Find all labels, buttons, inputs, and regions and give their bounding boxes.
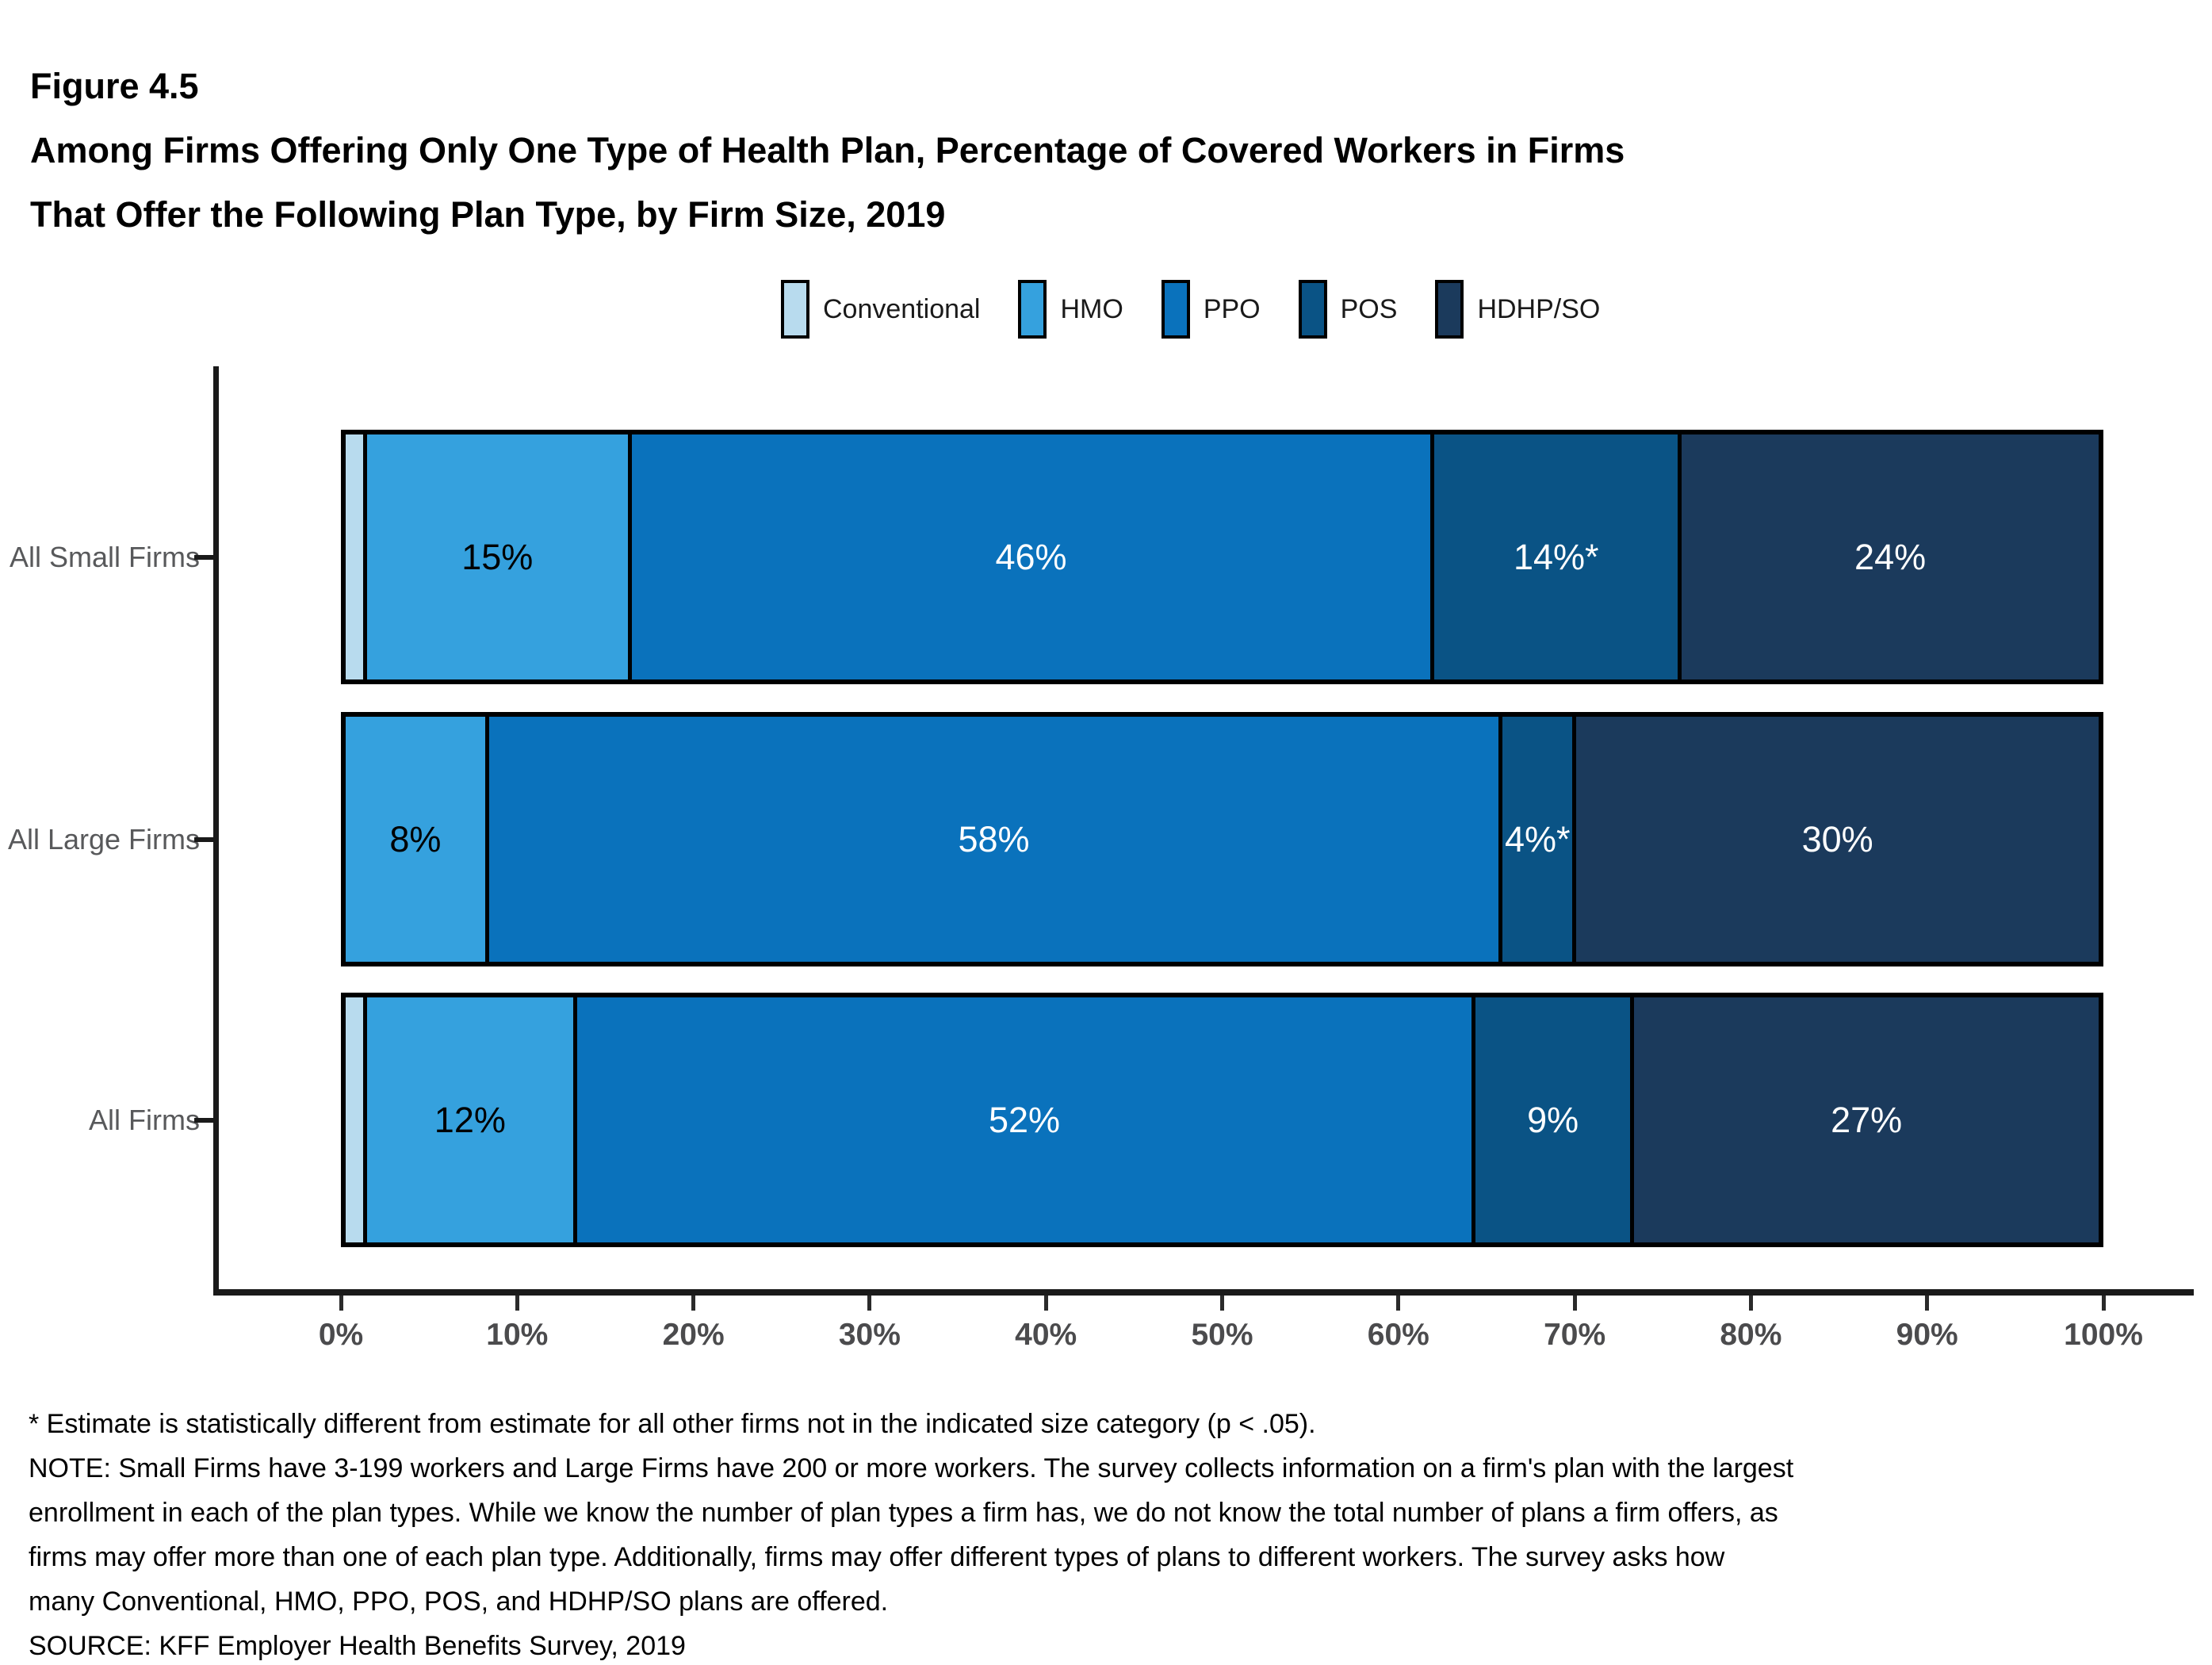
x-axis-tick	[515, 1296, 519, 1311]
bar-segment-hmo-all-firms: 12%	[366, 997, 577, 1242]
y-axis-label-all-firms: All Firms	[89, 1103, 200, 1136]
x-axis-tick-label: 10%	[486, 1318, 549, 1352]
legend-label: HDHP/SO	[1477, 293, 1601, 324]
bar-segment-conventional-all-small-firms	[346, 434, 367, 679]
footnote-source: SOURCE: KFF Employer Health Benefits Sur…	[29, 1631, 686, 1661]
figure-title-line-1: Among Firms Offering Only One Type of He…	[30, 130, 1625, 170]
legend-swatch-ppo	[1161, 280, 1190, 339]
legend-swatch-hdhp-so	[1435, 280, 1464, 339]
legend: Conventional HMO PPO POS HDHP/SO	[781, 279, 1600, 339]
y-axis-tick	[194, 554, 214, 560]
x-axis-tick	[1572, 1296, 1577, 1311]
footnote-note-line: NOTE: Small Firms have 3-199 workers and…	[29, 1453, 1794, 1483]
x-axis-tick	[1396, 1296, 1401, 1311]
title-block: Figure 4.5 Among Firms Offering Only One…	[30, 54, 1625, 247]
bar-segment-label: 15%	[461, 536, 534, 577]
legend-swatch-pos	[1298, 280, 1327, 339]
y-axis-label-all-large-firms: All Large Firms	[7, 822, 200, 855]
y-axis-label-all-small-firms: All Small Firms	[10, 540, 200, 573]
x-axis-tick	[2101, 1296, 2106, 1311]
legend-item-ppo: PPO	[1161, 280, 1261, 339]
bar-segment-hmo-all-small-firms: 15%	[366, 434, 632, 679]
bar-segment-ppo-all-small-firms: 46%	[631, 434, 1435, 679]
bar-segment-label: 58%	[958, 818, 1030, 859]
bar-segment-label: 4%*	[1505, 818, 1571, 859]
bar-segment-hdhp-so-all-firms: 27%	[1634, 997, 2099, 1242]
x-axis-tick-label: 90%	[1896, 1318, 1958, 1352]
x-axis-tick-label: 70%	[1544, 1318, 1606, 1352]
bar-segment-pos-all-small-firms: 14%*	[1434, 434, 1682, 679]
bar-row-all-large-firms: 8% 58% 4%* 30%	[341, 712, 2103, 966]
bar-segment-label: 24%	[1854, 536, 1927, 577]
x-axis-tick-label: 50%	[1191, 1318, 1253, 1352]
legend-item-pos: POS	[1298, 280, 1398, 339]
x-axis-tick	[691, 1296, 696, 1311]
footnote-note-line: enrollment in each of the plan types. Wh…	[29, 1498, 1778, 1528]
bar-row-all-small-firms: 15% 46% 14%* 24%	[341, 430, 2103, 684]
bar-segment-label: 27%	[1831, 1099, 1903, 1140]
legend-swatch-hmo	[1018, 280, 1047, 339]
legend-label: POS	[1340, 293, 1398, 324]
x-axis-tick-label: 30%	[838, 1318, 901, 1352]
bar-segment-label: 30%	[1801, 818, 1873, 859]
legend-label: HMO	[1060, 293, 1123, 324]
x-axis-tick	[1220, 1296, 1224, 1311]
x-axis-tick-label: 40%	[1015, 1318, 1077, 1352]
bar-segment-ppo-all-firms: 52%	[577, 997, 1476, 1242]
legend-item-hmo: HMO	[1018, 280, 1123, 339]
bar-segment-label: 14%*	[1513, 536, 1599, 577]
bar-segment-pos-all-large-firms: 4%*	[1502, 717, 1577, 962]
y-axis-tick	[194, 1117, 214, 1123]
x-axis-spine	[213, 1289, 2194, 1296]
bar-segment-conventional-all-firms	[346, 997, 367, 1242]
bar-segment-label: 52%	[988, 1099, 1061, 1140]
y-axis-tick	[194, 836, 214, 842]
x-axis-tick	[339, 1296, 343, 1311]
bar-segment-hmo-all-large-firms: 8%	[346, 717, 489, 962]
footnote-note-line: firms may offer more than one of each pl…	[29, 1542, 1725, 1572]
x-axis-tick	[867, 1296, 872, 1311]
bar-row-all-firms: 12% 52% 9% 27%	[341, 993, 2103, 1247]
x-axis-tick-label: 60%	[1367, 1318, 1429, 1352]
y-axis-spine	[213, 366, 219, 1295]
x-axis-tick	[1748, 1296, 1753, 1311]
bar-segment-hdhp-so-all-small-firms: 24%	[1682, 434, 2099, 679]
x-axis-tick-label: 100%	[2064, 1318, 2143, 1352]
footnote-note-line: many Conventional, HMO, PPO, POS, and HD…	[29, 1587, 889, 1617]
footnote-significance: * Estimate is statistically different fr…	[29, 1409, 1316, 1439]
x-axis-tick	[1925, 1296, 1930, 1311]
bar-segment-label: 46%	[995, 536, 1067, 577]
bar-segment-pos-all-firms: 9%	[1475, 997, 1635, 1242]
x-axis-tick	[1043, 1296, 1048, 1311]
figure-title-line-2: That Offer the Following Plan Type, by F…	[30, 194, 946, 235]
legend-item-hdhp-so: HDHP/SO	[1435, 280, 1600, 339]
legend-swatch-conventional	[781, 280, 809, 339]
bar-segment-label: 9%	[1527, 1099, 1579, 1140]
figure-number: Figure 4.5	[30, 66, 199, 106]
legend-label: Conventional	[823, 293, 981, 324]
bar-segment-label: 12%	[434, 1099, 506, 1140]
bar-segment-ppo-all-large-firms: 58%	[488, 717, 1503, 962]
footnotes: * Estimate is statistically different fr…	[29, 1402, 2058, 1665]
bar-segment-label: 8%	[389, 818, 442, 859]
legend-item-conventional: Conventional	[781, 280, 980, 339]
bar-segment-hdhp-so-all-large-firms: 30%	[1576, 717, 2099, 962]
legend-label: PPO	[1203, 293, 1261, 324]
x-axis-tick-label: 0%	[318, 1318, 364, 1352]
x-axis-tick-label: 80%	[1720, 1318, 1782, 1352]
x-axis-tick-label: 20%	[662, 1318, 725, 1352]
